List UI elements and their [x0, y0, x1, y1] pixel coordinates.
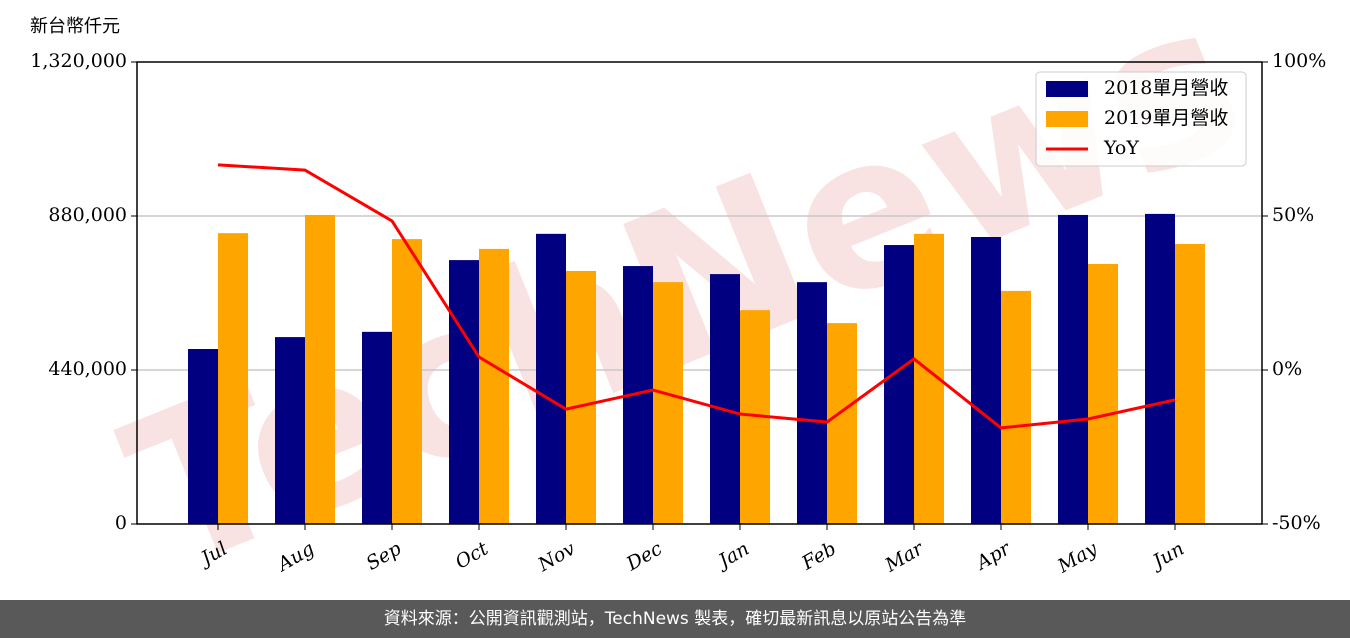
y-tick-label: 440,000 — [48, 358, 127, 380]
bar — [479, 248, 509, 524]
legend-label: YoY — [1103, 137, 1139, 159]
bar — [1001, 290, 1031, 524]
y2-tick-label: 0% — [1272, 358, 1302, 380]
bar — [275, 337, 305, 524]
chart: 新台幣仟元 TechNews0440,000880,0001,320,000-5… — [30, 0, 1326, 600]
x-tick-label: Jan — [712, 538, 753, 575]
x-tick-label: Dec — [622, 537, 666, 575]
line — [217, 163, 1176, 430]
bar — [827, 323, 857, 524]
legend-swatch — [1046, 111, 1088, 127]
y-tick-label: 0 — [115, 512, 127, 534]
plot-frame — [136, 61, 1263, 525]
bar — [188, 349, 218, 524]
bar — [1145, 213, 1175, 524]
bar — [653, 282, 683, 524]
bar — [884, 245, 914, 525]
bar — [797, 282, 827, 524]
y-tick-label: 1,320,000 — [30, 50, 127, 72]
legend-label: 2018單月營收 — [1104, 77, 1228, 99]
bar — [1175, 244, 1205, 524]
x-tick-label: Jun — [1146, 538, 1188, 575]
y2-tick-label: 50% — [1272, 204, 1314, 226]
y-tick-label: 880,000 — [48, 204, 127, 226]
bar — [305, 214, 335, 524]
legend-swatch — [1046, 81, 1088, 97]
bar — [392, 239, 422, 524]
footer: 資料來源：公開資訊觀測站，TechNews 製表，確切最新訊息以原站公告為準 — [0, 600, 1350, 638]
bar — [1058, 214, 1088, 524]
bar — [536, 233, 566, 524]
bar — [710, 274, 740, 524]
bar — [971, 237, 1001, 524]
legend-box — [1035, 71, 1247, 167]
bar — [218, 233, 248, 524]
bar — [566, 270, 596, 524]
x-tick-label: Mar — [881, 537, 929, 577]
x-tick-label: Feb — [797, 538, 840, 575]
bar — [1088, 263, 1118, 524]
x-tick-label: Apr — [971, 537, 1016, 575]
bar — [362, 331, 392, 524]
x-tick-label: Nov — [534, 537, 580, 576]
x-tick-label: May — [1053, 537, 1101, 577]
y-axis-label: 新台幣仟元 — [30, 16, 120, 37]
x-tick-label: Oct — [452, 537, 493, 573]
y2-tick-label: 100% — [1272, 50, 1326, 72]
legend-label: 2019單月營收 — [1104, 107, 1228, 129]
y2-tick-label: -50% — [1272, 512, 1321, 534]
bar — [449, 260, 479, 524]
